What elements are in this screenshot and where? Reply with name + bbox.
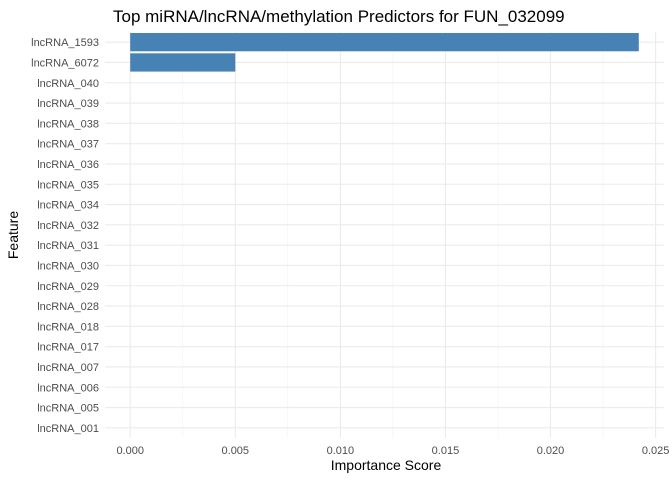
y-tick-label: lncRNA_018: [37, 321, 99, 333]
x-tick-label: 0.015: [432, 445, 460, 457]
bar-lncRNA_6072: [130, 53, 236, 72]
y-tick-label: lncRNA_017: [37, 342, 99, 354]
y-tick-label: lncRNA_001: [37, 423, 99, 435]
y-tick-labels: lncRNA_1593 lncRNA_6072 lncRNA_040 lncRNA_0…: [31, 37, 99, 435]
y-tick-label: lncRNA_005: [37, 403, 99, 415]
x-tick-label: 0.020: [537, 445, 565, 457]
y-tick-label: lncRNA_031: [37, 240, 99, 252]
x-tick-label: 0.010: [327, 445, 355, 457]
y-tick-label: lncRNA_007: [37, 362, 99, 374]
x-tick-label: 0.005: [222, 445, 250, 457]
y-tick-label: lncRNA_035: [37, 179, 99, 191]
y-tick-label: lncRNA_6072: [31, 57, 99, 69]
y-tick-label: lncRNA_032: [37, 220, 99, 232]
y-tick-label: lncRNA_038: [37, 118, 99, 130]
y-tick-label: lncRNA_1593: [31, 37, 99, 49]
y-tick-label: lncRNA_029: [37, 281, 99, 293]
x-tick-label: 0.025: [642, 445, 670, 457]
y-tick-label: lncRNA_040: [37, 78, 99, 90]
y-tick-label: lncRNA_039: [37, 98, 99, 110]
grid-layer: [105, 32, 664, 438]
y-tick-label: lncRNA_030: [37, 260, 99, 272]
bar-layer: [130, 33, 639, 72]
x-axis-title: Importance Score: [331, 457, 442, 473]
y-axis-title: Feature: [5, 211, 21, 259]
y-tick-label: lncRNA_036: [37, 159, 99, 171]
chart-title: Top miRNA/lncRNA/methylation Predictors …: [113, 7, 565, 26]
x-tick-label: 0.000: [116, 445, 144, 457]
y-tick-label: lncRNA_028: [37, 301, 99, 313]
bar-lncRNA_1593: [130, 33, 639, 52]
y-tick-label: lncRNA_034: [37, 200, 99, 212]
y-tick-label: lncRNA_006: [37, 382, 99, 394]
x-tick-labels: 0.000 0.005 0.010 0.015 0.020 0.025: [116, 445, 669, 457]
y-tick-label: lncRNA_037: [37, 139, 99, 151]
